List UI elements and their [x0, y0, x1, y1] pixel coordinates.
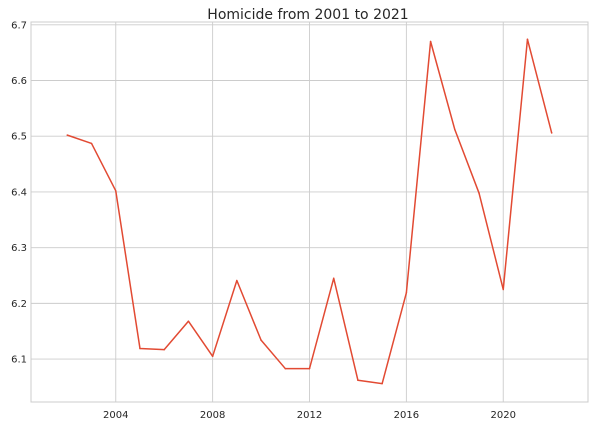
x-tick-label: 2012	[297, 410, 322, 421]
data-point	[405, 292, 408, 294]
grid-layer	[31, 22, 588, 402]
data-point	[260, 339, 262, 341]
data-point	[429, 40, 432, 43]
data-point	[478, 192, 480, 194]
y-tick-label: 6.1	[11, 355, 27, 366]
y-tick-label: 6.6	[11, 76, 27, 87]
y-tick-label: 6.7	[11, 20, 27, 31]
data-point	[550, 132, 553, 134]
data-point	[187, 320, 190, 322]
data-point	[139, 347, 141, 350]
data-point	[115, 190, 117, 192]
data-point	[502, 288, 504, 291]
x-tick-label: 2008	[200, 410, 225, 421]
y-tick-label: 6.2	[11, 299, 27, 310]
x-tick-label: 2004	[103, 410, 128, 421]
data-point	[308, 367, 311, 370]
x-tick-label: 2016	[394, 410, 419, 421]
y-tick-label: 6.3	[11, 243, 27, 254]
x-tick-label: 2020	[491, 410, 516, 421]
data-point	[357, 379, 359, 382]
series-layer	[66, 38, 553, 385]
data-point	[332, 277, 335, 280]
data-point	[211, 355, 214, 358]
data-point	[381, 382, 383, 385]
data-point	[526, 38, 529, 41]
data-point	[284, 367, 287, 370]
data-point	[90, 142, 93, 145]
chart-title: Homicide from 2001 to 2021	[207, 7, 408, 23]
y-tick-label: 6.4	[11, 187, 27, 198]
data-point	[454, 128, 456, 131]
data-point	[163, 348, 165, 351]
tick-labels: 2004 2008 2012 2016 2020 6.1 6.2 6.3 6.4 6.5 6.6 6.…	[11, 20, 516, 421]
data-point	[66, 134, 69, 136]
y-tick-label: 6.5	[11, 132, 27, 143]
data-point	[236, 279, 238, 282]
